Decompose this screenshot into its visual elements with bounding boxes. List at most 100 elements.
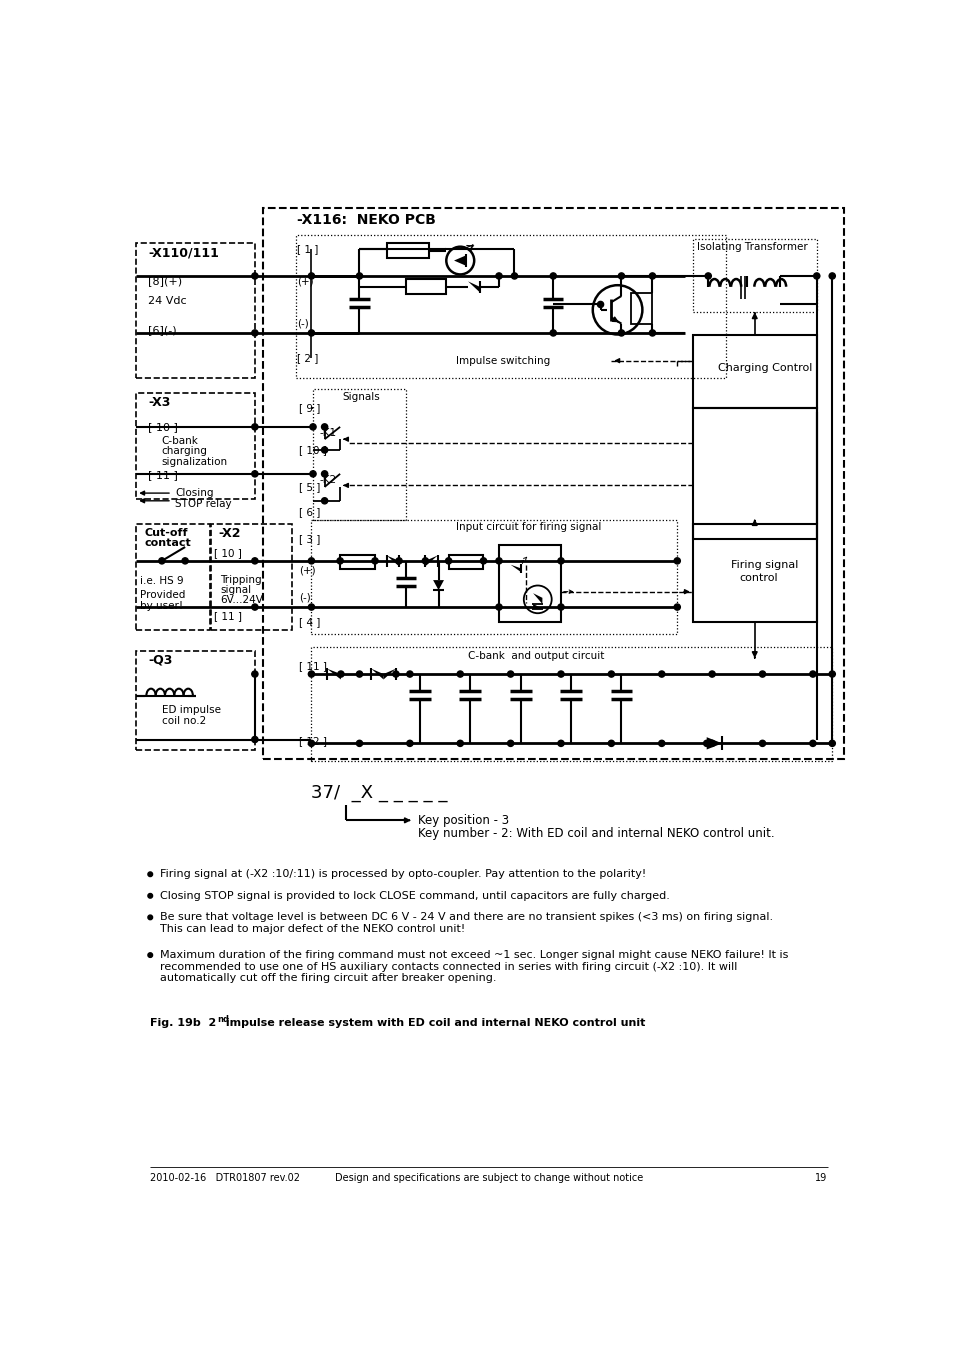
Text: i.e. HS 9: i.e. HS 9 xyxy=(140,576,184,586)
Circle shape xyxy=(308,671,314,678)
Text: This can lead to major defect of the NEKO control unit!: This can lead to major defect of the NEK… xyxy=(159,923,464,934)
Text: Signals: Signals xyxy=(342,392,380,402)
Bar xyxy=(406,279,446,294)
Text: Fig. 19b  2: Fig. 19b 2 xyxy=(150,1018,216,1027)
Text: [ 12 ]: [ 12 ] xyxy=(298,736,327,747)
Text: 6V...24V: 6V...24V xyxy=(220,595,263,605)
Text: Firing signal: Firing signal xyxy=(731,560,798,571)
Bar xyxy=(136,524,210,630)
Polygon shape xyxy=(371,668,383,679)
Circle shape xyxy=(703,740,709,747)
Text: [ 11 ]: [ 11 ] xyxy=(148,470,177,479)
Circle shape xyxy=(828,671,835,678)
Circle shape xyxy=(252,471,257,477)
Text: (+): (+) xyxy=(297,277,314,286)
Circle shape xyxy=(308,329,314,336)
Text: Impulse switching: Impulse switching xyxy=(456,355,550,366)
Bar xyxy=(262,208,843,759)
Circle shape xyxy=(809,740,815,747)
Polygon shape xyxy=(327,668,340,679)
Text: [ 4 ]: [ 4 ] xyxy=(298,617,320,626)
Polygon shape xyxy=(468,281,479,292)
Text: 37/  _X _ _ _ _ _: 37/ _X _ _ _ _ _ xyxy=(311,784,448,802)
Text: [8](+): [8](+) xyxy=(148,277,182,286)
Text: nd: nd xyxy=(217,1014,230,1023)
Text: Isolating Transformer: Isolating Transformer xyxy=(696,242,806,251)
Circle shape xyxy=(674,603,679,610)
Circle shape xyxy=(337,671,344,678)
Text: Design and specifications are subject to change without notice: Design and specifications are subject to… xyxy=(335,1173,642,1184)
Circle shape xyxy=(252,603,257,610)
Circle shape xyxy=(658,671,664,678)
Polygon shape xyxy=(706,737,721,749)
Text: [ 3 ]: [ 3 ] xyxy=(298,535,320,544)
Polygon shape xyxy=(386,555,398,566)
Text: coil no.2: coil no.2 xyxy=(162,716,206,726)
Circle shape xyxy=(308,603,314,610)
Polygon shape xyxy=(533,593,542,603)
Text: [ 10 ]: [ 10 ] xyxy=(298,446,327,455)
Circle shape xyxy=(308,740,314,747)
Circle shape xyxy=(608,740,614,747)
Bar xyxy=(692,524,816,622)
Circle shape xyxy=(828,273,835,279)
Text: Charging Control: Charging Control xyxy=(718,363,812,374)
Circle shape xyxy=(356,273,362,279)
Text: 24 Vdc: 24 Vdc xyxy=(148,296,187,305)
Text: (-): (-) xyxy=(297,319,309,328)
Circle shape xyxy=(704,273,711,279)
Circle shape xyxy=(308,558,314,564)
Circle shape xyxy=(252,273,257,279)
Circle shape xyxy=(395,558,402,564)
Circle shape xyxy=(308,273,314,279)
Text: [ 5 ]: [ 5 ] xyxy=(298,482,320,491)
Text: Input circuit for firing signal: Input circuit for firing signal xyxy=(456,522,601,532)
Text: Closing: Closing xyxy=(174,489,213,498)
Text: signal: signal xyxy=(220,585,251,595)
Text: -K2: -K2 xyxy=(319,475,336,485)
Circle shape xyxy=(759,671,765,678)
Text: Tripping: Tripping xyxy=(220,575,261,585)
Text: [ 9 ]: [ 9 ] xyxy=(298,404,320,413)
Text: -X110/111: -X110/111 xyxy=(148,246,218,259)
Circle shape xyxy=(406,671,413,678)
Circle shape xyxy=(809,671,815,678)
Bar xyxy=(448,555,483,568)
Circle shape xyxy=(321,471,328,477)
Circle shape xyxy=(310,471,315,477)
Circle shape xyxy=(618,329,624,336)
Text: automatically cut off the firing circuit after breaker opening.: automatically cut off the firing circuit… xyxy=(159,973,496,983)
Bar xyxy=(630,293,652,324)
Circle shape xyxy=(356,671,362,678)
Circle shape xyxy=(507,671,513,678)
Text: -X116:  NEKO PCB: -X116: NEKO PCB xyxy=(297,213,436,227)
Bar xyxy=(340,555,375,568)
Text: Provided: Provided xyxy=(140,590,185,599)
Text: [ 10 ]: [ 10 ] xyxy=(148,423,177,432)
Polygon shape xyxy=(510,564,521,572)
Circle shape xyxy=(649,273,655,279)
Text: STOP relay: STOP relay xyxy=(174,500,232,509)
Text: (-): (-) xyxy=(298,593,311,602)
Text: impulse release system with ED coil and internal NEKO control unit: impulse release system with ED coil and … xyxy=(222,1018,645,1027)
Circle shape xyxy=(148,894,152,898)
Circle shape xyxy=(182,558,188,564)
Circle shape xyxy=(597,301,603,308)
Circle shape xyxy=(480,558,486,564)
Circle shape xyxy=(708,671,715,678)
Circle shape xyxy=(321,424,328,429)
Text: Maximum duration of the firing command must not exceed ~1 sec. Longer signal mig: Maximum duration of the firing command m… xyxy=(159,950,787,960)
Circle shape xyxy=(496,273,501,279)
Bar xyxy=(136,651,254,749)
Circle shape xyxy=(674,558,679,564)
Text: ED impulse: ED impulse xyxy=(162,705,221,716)
Circle shape xyxy=(252,671,257,678)
Text: Key number - 2: With ED coil and internal NEKO control unit.: Key number - 2: With ED coil and interna… xyxy=(417,828,774,840)
Bar xyxy=(692,239,816,312)
Text: Firing signal at (-X2 :10/:11) is processed by opto-coupler. Pay attention to th: Firing signal at (-X2 :10/:11) is proces… xyxy=(159,869,645,879)
Circle shape xyxy=(496,603,501,610)
Text: contact: contact xyxy=(144,539,191,548)
Bar xyxy=(136,393,254,500)
Text: Closing STOP signal is provided to lock CLOSE command, until capacitors are full: Closing STOP signal is provided to lock … xyxy=(159,891,669,900)
Bar xyxy=(692,335,816,409)
